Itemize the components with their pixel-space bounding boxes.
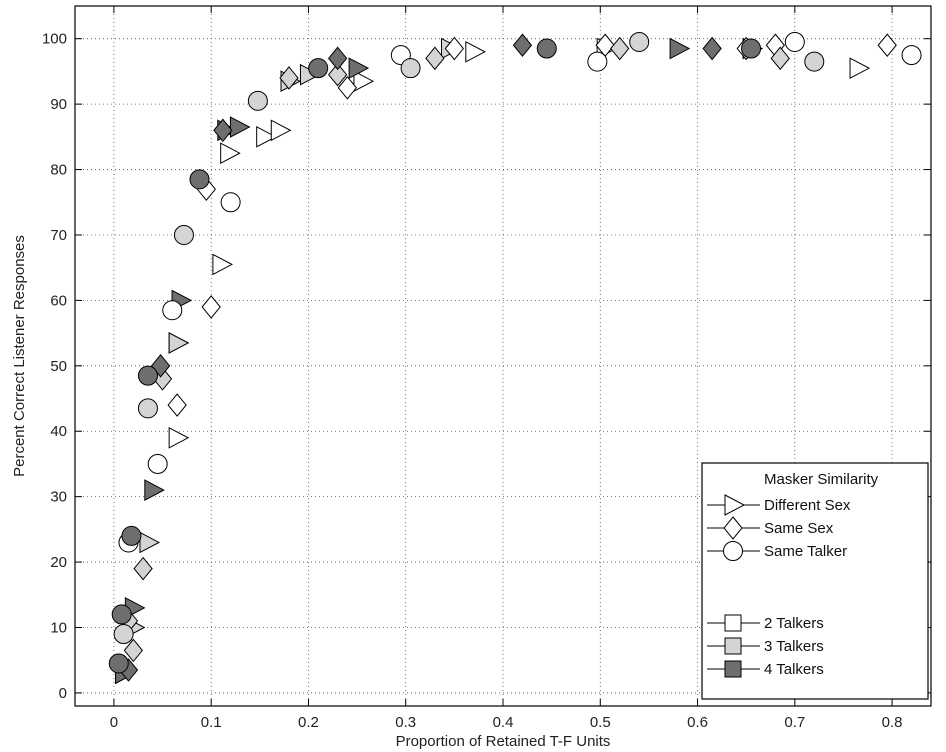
grid-lines <box>75 6 931 706</box>
triangle-point-2-talkers <box>353 70 375 93</box>
triangle-point-2-talkers <box>465 40 486 63</box>
legend-label-circle: Same Talker <box>764 543 847 560</box>
legend-square-symbol <box>724 660 742 678</box>
legend-label-talkers: 3 Talkers <box>764 638 824 655</box>
diamond-point-4-talkers <box>327 46 348 71</box>
triangle-point-4-talkers <box>348 57 370 79</box>
legend-label-diamond: Same Sex <box>764 520 834 537</box>
circle-point-2-talkers <box>901 45 922 66</box>
y-tick-label: 10 <box>50 619 67 636</box>
y-tick-label: 80 <box>50 162 67 179</box>
diamond-point-2-talkers <box>877 33 897 58</box>
x-tick-label: 0.8 <box>882 714 903 731</box>
legend-circle-symbol <box>723 541 743 561</box>
x-tick-label: 0.1 <box>201 714 222 731</box>
circle-point-4-talkers <box>111 604 132 625</box>
y-axis-label: Percent Correct Listener Responses <box>11 235 28 477</box>
legend: Masker Similarity Different Sex Same Sex Sa… <box>701 462 929 700</box>
triangle-point-2-talkers <box>168 426 190 449</box>
circle-point-2-talkers <box>784 31 805 52</box>
circle-point-2-talkers <box>147 453 168 474</box>
circle-point-3-talkers <box>137 398 158 419</box>
diamond-point-2-talkers <box>201 295 221 319</box>
circle-point-4-talkers <box>536 38 557 59</box>
diamond-point-3-talkers <box>327 62 348 87</box>
y-tick-label: 100 <box>42 31 67 48</box>
circle-point-2-talkers <box>220 192 241 213</box>
circle-point-2-talkers <box>587 51 608 72</box>
data-points <box>108 31 922 685</box>
circle-point-3-talkers <box>804 51 825 72</box>
diamond-point-4-talkers <box>512 33 533 58</box>
circle-point-4-talkers <box>189 169 210 190</box>
diamond-point-3-talkers <box>279 66 299 90</box>
legend-square-symbol <box>724 637 742 655</box>
x-tick-label: 0.4 <box>493 714 514 731</box>
triangle-point-4-talkers <box>669 37 691 60</box>
y-tick-label: 30 <box>50 489 67 506</box>
legend-triangle-symbol <box>724 494 746 516</box>
triangle-point-2-talkers <box>212 253 233 276</box>
circle-point-4-talkers <box>741 38 762 59</box>
circle-point-4-talkers <box>308 58 329 79</box>
legend-diamond-symbol <box>723 516 743 540</box>
circle-point-4-talkers <box>108 653 129 674</box>
legend-label-triangle: Different Sex <box>764 497 851 514</box>
axis-ticks: 0 0.1 0.2 0.3 0.4 0.5 0.6 0.7 0.8 0 10 20 30 40 50 60 70… <box>42 6 931 731</box>
y-tick-label: 0 <box>59 685 67 702</box>
diamond-point-2-talkers <box>444 36 465 61</box>
triangle-point-3-talkers <box>168 332 190 354</box>
circle-point-3-talkers <box>247 90 268 111</box>
diamond-point-2-talkers <box>337 75 358 100</box>
diamond-point-3-talkers <box>133 556 153 581</box>
triangle-point-2-talkers <box>270 119 292 142</box>
circle-point-3-talkers <box>629 31 650 52</box>
legend-label-talkers: 4 Talkers <box>764 661 824 678</box>
triangle-point-2-talkers <box>849 57 871 79</box>
y-tick-label: 50 <box>50 358 67 375</box>
diamond-point-3-talkers <box>123 638 144 663</box>
triangle-point-3-talkers <box>139 531 161 554</box>
x-tick-label: 0.3 <box>395 714 416 731</box>
diamond-point-4-talkers <box>702 36 722 61</box>
triangle-point-2-talkers <box>256 126 277 148</box>
circle-point-4-talkers <box>121 525 142 546</box>
triangle-point-4-talkers <box>229 116 251 138</box>
circle-point-3-talkers <box>113 624 134 645</box>
x-tick-label: 0.6 <box>687 714 708 731</box>
x-axis-label: Proportion of Retained T-F Units <box>396 733 611 750</box>
legend-header: Masker Similarity <box>764 471 879 488</box>
y-tick-label: 20 <box>50 554 67 571</box>
circle-point-3-talkers <box>173 224 194 245</box>
circle-point-3-talkers <box>400 58 421 79</box>
x-tick-label: 0.2 <box>298 714 319 731</box>
diamond-point-3-talkers <box>770 46 790 71</box>
triangle-point-2-talkers <box>220 142 241 165</box>
legend-square-symbol <box>724 614 742 632</box>
circle-point-2-talkers <box>162 300 183 321</box>
y-tick-label: 40 <box>50 423 67 440</box>
triangle-point-4-talkers <box>144 479 165 501</box>
x-tick-label: 0.7 <box>784 714 805 731</box>
diamond-point-3-talkers <box>425 46 445 71</box>
y-tick-label: 60 <box>50 292 67 309</box>
diamond-point-3-talkers <box>610 36 630 61</box>
legend-label-talkers: 2 Talkers <box>764 615 824 632</box>
circle-point-4-talkers <box>137 365 158 386</box>
x-tick-label: 0.5 <box>590 714 611 731</box>
diamond-point-4-talkers <box>213 118 233 143</box>
diamond-point-2-talkers <box>167 393 187 417</box>
y-tick-label: 90 <box>50 96 67 113</box>
x-tick-label: 0 <box>110 714 118 731</box>
y-tick-label: 70 <box>50 227 67 244</box>
